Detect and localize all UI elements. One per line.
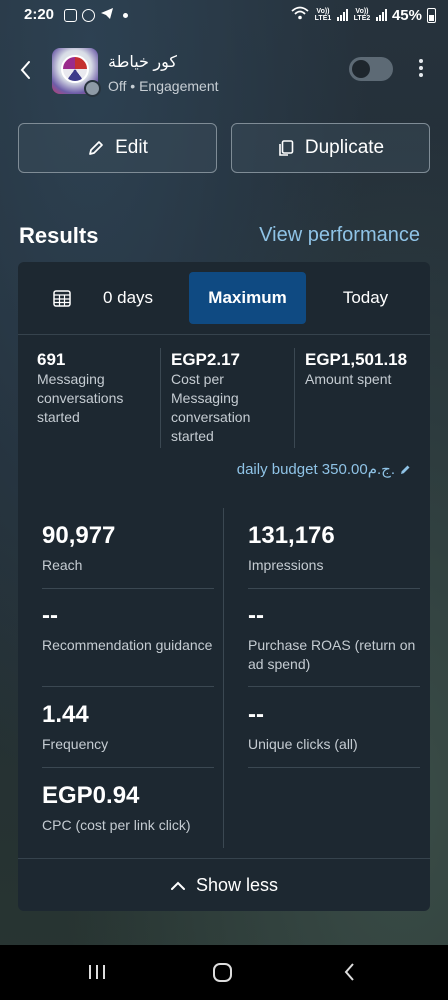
show-less-button[interactable]: Show less <box>18 858 430 911</box>
more-options-button[interactable] <box>414 56 428 82</box>
gallery-icon <box>64 9 77 22</box>
divider <box>294 348 295 448</box>
summary-value: EGP1,501.18 <box>305 350 408 369</box>
home-button[interactable] <box>211 957 235 987</box>
toggle-knob <box>352 60 370 78</box>
lte1-label: Vo)) LTE1 <box>314 8 332 22</box>
ad-avatar <box>52 48 101 97</box>
battery-percent: 45% <box>391 6 422 24</box>
recent-apps-button[interactable] <box>86 957 108 987</box>
tab-maximum[interactable]: Maximum <box>189 272 306 324</box>
metric-label: Frequency <box>42 736 109 752</box>
whatsapp-icon <box>82 9 95 22</box>
notification-dot-icon <box>123 13 128 18</box>
metric-value: -- <box>42 602 58 629</box>
chevron-left-icon <box>20 61 30 79</box>
summary-cost-per-conversation: EGP2.17 Cost per Messaging conversation … <box>171 350 291 446</box>
status-time: 2:20 <box>24 6 55 23</box>
divider <box>223 508 224 848</box>
daily-budget-text: daily budget 350.00ج.م. <box>236 461 395 478</box>
summary-label: Messaging conversations started <box>37 371 124 425</box>
metric-value: 1.44 <box>42 701 89 728</box>
date-range-tabs: 0 days Maximum Today <box>18 262 430 335</box>
divider <box>160 348 161 448</box>
system-nav-bar <box>0 945 448 1000</box>
back-nav-button[interactable] <box>339 957 359 987</box>
summary-label: Amount spent <box>305 371 392 387</box>
duplicate-button[interactable]: Duplicate <box>231 123 430 173</box>
back-button[interactable] <box>14 56 38 84</box>
metric-value: 131,176 <box>248 522 335 549</box>
summary-conversations: 691 Messaging conversations started <box>37 350 152 427</box>
metric-label: Purchase ROAS (return on ad spend) <box>248 637 416 672</box>
edit-label: Edit <box>115 137 148 158</box>
metric-label: Unique clicks (all) <box>248 736 358 752</box>
metric-recommendation: -- Recommendation guidance <box>42 588 214 687</box>
metric-label: Impressions <box>248 557 324 573</box>
copy-icon <box>279 140 294 156</box>
metric-impressions: 131,176 Impressions <box>248 508 420 589</box>
edit-button[interactable]: Edit <box>18 123 217 173</box>
ad-status-toggle[interactable] <box>349 57 393 81</box>
tab-days[interactable]: 0 days <box>102 288 154 307</box>
telegram-icon <box>100 7 114 24</box>
status-dot-icon <box>84 80 101 97</box>
metric-frequency: 1.44 Frequency <box>42 687 214 768</box>
metric-unique-clicks: -- Unique clicks (all) <box>248 687 420 768</box>
pencil-icon <box>401 465 410 474</box>
pencil-icon <box>89 141 103 155</box>
view-performance-link[interactable]: View performance <box>259 224 420 246</box>
metric-cpc: EGP0.94 CPC (cost per link click) <box>42 768 214 848</box>
metric-value: -- <box>248 701 264 728</box>
summary-amount-spent: EGP1,501.18 Amount spent <box>305 350 430 389</box>
ad-header: كور خياطة Off • Engagement <box>0 48 448 98</box>
metric-reach: 90,977 Reach <box>42 508 214 589</box>
kebab-icon <box>414 59 428 77</box>
lte2-label: Vo)) LTE2 <box>353 8 371 22</box>
metric-purchase-roas: -- Purchase ROAS (return on ad spend) <box>248 588 420 687</box>
signal2-icon <box>375 9 387 21</box>
metric-value: EGP0.94 <box>42 782 140 809</box>
summary-label: Cost per Messaging conversation started <box>171 371 251 444</box>
ad-subtitle: Off • Engagement <box>108 78 219 94</box>
metric-value: 90,977 <box>42 522 116 549</box>
chevron-up-icon <box>170 881 185 890</box>
summary-value: 691 <box>37 350 66 369</box>
calendar-icon[interactable] <box>53 290 71 307</box>
status-bar: 2:20 Vo)) LTE1 Vo)) LTE2 45% <box>0 0 448 30</box>
ad-title: كور خياطة <box>108 54 177 71</box>
daily-budget-link[interactable]: daily budget 350.00ج.م. <box>237 460 412 478</box>
show-less-label: Show less <box>195 875 279 895</box>
battery-icon <box>427 7 436 23</box>
metric-label: Reach <box>42 557 83 573</box>
wifi-icon <box>291 6 309 24</box>
results-card: 0 days Maximum Today 691 Messaging conve… <box>18 262 430 911</box>
back-icon <box>344 963 354 981</box>
signal1-icon <box>336 9 348 21</box>
metric-value: -- <box>248 602 264 629</box>
home-icon <box>213 963 232 982</box>
metric-label: CPC (cost per link click) <box>42 817 191 833</box>
summary-value: EGP2.17 <box>171 350 240 369</box>
recents-icon <box>89 965 105 979</box>
ball-image <box>61 55 89 83</box>
duplicate-label: Duplicate <box>304 137 385 158</box>
results-heading: Results <box>19 223 99 248</box>
metric-label: Recommendation guidance <box>42 637 213 653</box>
tab-today[interactable]: Today <box>342 288 389 307</box>
